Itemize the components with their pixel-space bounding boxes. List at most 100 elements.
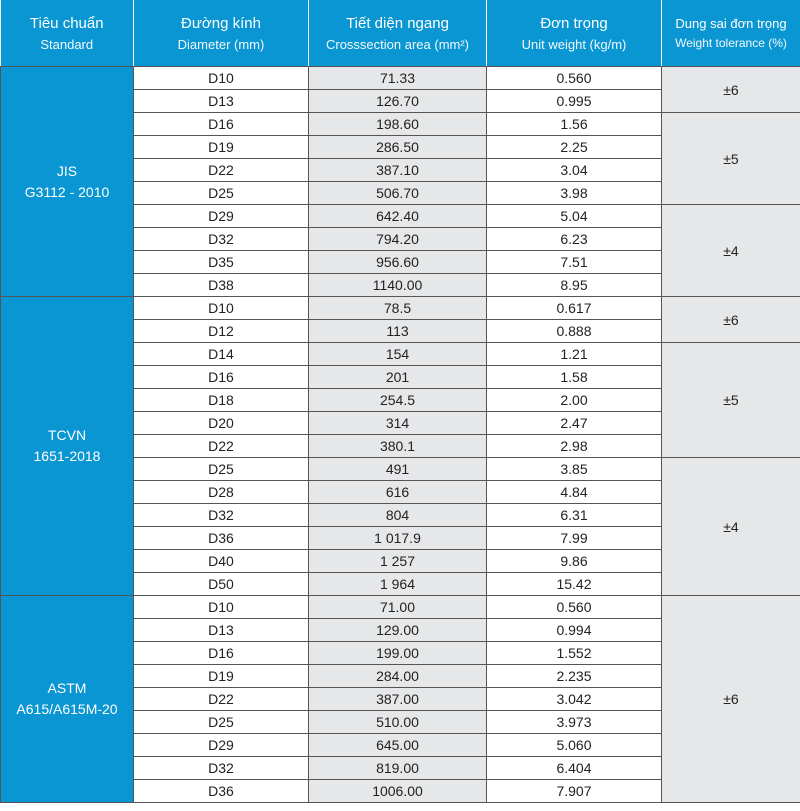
header-diameter-en: Diameter (mm) [177,36,265,52]
area-cell: 642.40 [308,204,487,228]
unit-weight-cell: 0.560 [486,66,662,90]
table-body: JIS G3112 - 2010 D10 71.33 0.560 ±6 D13 126.70 0… [0,66,800,803]
diameter-cell: D19 [133,135,309,159]
table-row: D14 154 1.21 ±5 [1,342,800,458]
diameter-cell: D25 [133,710,309,734]
table-row: D38 1140.00 8.95 [1,273,800,297]
table-row: D32 804 6.31 [1,503,800,527]
unit-weight-cell: 0.994 [486,618,662,642]
unit-weight-cell: 6.31 [486,503,662,527]
header-tolerance-vi: Dung sai đơn trọng [675,16,787,31]
header-weight-vi: Đơn trọng [540,14,608,32]
diameter-cell: D40 [133,549,309,573]
table-row: D19 284.00 2.235 [1,664,800,688]
diameter-cell: D16 [133,641,309,665]
header-standard-vi: Tiêu chuẩn [29,14,104,32]
diameter-cell: D19 [133,664,309,688]
standard-name-line: JIS [56,162,78,179]
standard-name-line: TCVN [47,427,87,443]
diameter-cell: D18 [133,388,309,412]
area-cell: 71.00 [308,595,487,619]
header-area: Tiết diện ngang Crosssection area (mm²) [308,0,487,67]
table-row: TCVN 1651-2018 D10 78.5 0.617 ±6 [0,296,800,596]
table-row: D25 506.70 3.98 [1,181,800,205]
area-cell: 314 [308,411,487,435]
unit-weight-cell: 3.98 [486,181,662,205]
header-diameter-vi: Đường kính [181,14,261,32]
area-cell: 254.5 [308,388,487,412]
unit-weight-cell: 2.00 [486,388,662,412]
diameter-cell: D25 [133,457,309,481]
area-cell: 1006.00 [308,779,487,803]
header-area-vi: Tiết diện ngang [346,14,449,32]
unit-weight-cell: 3.042 [486,687,662,711]
diameter-cell: D22 [133,158,309,182]
diameter-cell: D32 [133,503,309,527]
area-cell: 380.1 [308,434,487,458]
tolerance-cell: ±5 [661,342,800,458]
area-cell: 1 257 [308,549,487,573]
diameter-cell: D32 [133,756,309,780]
area-cell: 129.00 [308,618,487,642]
unit-weight-cell: 1.56 [486,112,662,136]
area-cell: 804 [308,503,487,527]
diameter-cell: D29 [133,733,309,757]
diameter-cell: D36 [133,526,309,550]
unit-weight-cell: 6.23 [486,227,662,251]
diameter-cell: D13 [133,89,309,113]
diameter-cell: D10 [133,296,309,320]
area-cell: 819.00 [308,756,487,780]
diameter-cell: D29 [133,204,309,228]
table-row: D40 1 257 9.86 [1,549,800,573]
header-tolerance: Dung sai đơn trọng Weight tolerance (%) [661,0,800,67]
diameter-cell: D13 [133,618,309,642]
tolerance-cell: ±6 [661,296,800,343]
diameter-cell: D16 [133,112,309,136]
unit-weight-cell: 7.51 [486,250,662,274]
unit-weight-cell: 5.04 [486,204,662,228]
unit-weight-cell: 2.25 [486,135,662,159]
diameter-cell: D50 [133,572,309,596]
unit-weight-cell: 2.98 [486,434,662,458]
area-cell: 645.00 [308,733,487,757]
diameter-cell: D10 [133,595,309,619]
unit-weight-cell: 7.907 [486,779,662,803]
table-row: D25 510.00 3.973 [1,710,800,734]
table-row: D16 199.00 1.552 [1,641,800,665]
standard-name-line: 1651-2018 [33,448,101,464]
area-cell: 510.00 [308,710,487,734]
unit-weight-cell: 0.888 [486,319,662,343]
diameter-cell: D38 [133,273,309,297]
table-row: D35 956.60 7.51 [1,250,800,274]
diameter-cell: D22 [133,687,309,711]
unit-weight-cell: 8.95 [486,273,662,297]
unit-weight-cell: 0.995 [486,89,662,113]
table-row: D29 642.40 5.04 ±4 [1,204,800,297]
diameter-cell: D12 [133,319,309,343]
area-cell: 956.60 [308,250,487,274]
area-cell: 794.20 [308,227,487,251]
table-row: D13 126.70 0.995 [1,89,800,113]
diameter-cell: D16 [133,365,309,389]
unit-weight-cell: 15.42 [486,572,662,596]
table-row: D36 1006.00 7.907 [1,779,800,803]
unit-weight-cell: 0.560 [486,595,662,619]
unit-weight-cell: 3.04 [486,158,662,182]
area-cell: 154 [308,342,487,366]
unit-weight-cell: 1.21 [486,342,662,366]
standard-cell: TCVN 1651-2018 [0,296,134,596]
area-cell: 284.00 [308,664,487,688]
unit-weight-cell: 9.86 [486,549,662,573]
diameter-cell: D20 [133,411,309,435]
standard-name-line: ASTM [47,680,87,696]
area-cell: 198.60 [308,112,487,136]
diameter-cell: D28 [133,480,309,504]
header-weight-en: Unit weight (kg/m) [521,36,627,52]
unit-weight-cell: 7.99 [486,526,662,550]
table-row: D22 387.10 3.04 [1,158,800,182]
diameter-cell: D14 [133,342,309,366]
table-row: D16 201 1.58 [1,365,800,389]
unit-weight-cell: 1.58 [486,365,662,389]
table-row: ASTM A615/A615M-20 D10 71.00 0.560 ±6 [0,595,800,803]
area-cell: 113 [308,319,487,343]
